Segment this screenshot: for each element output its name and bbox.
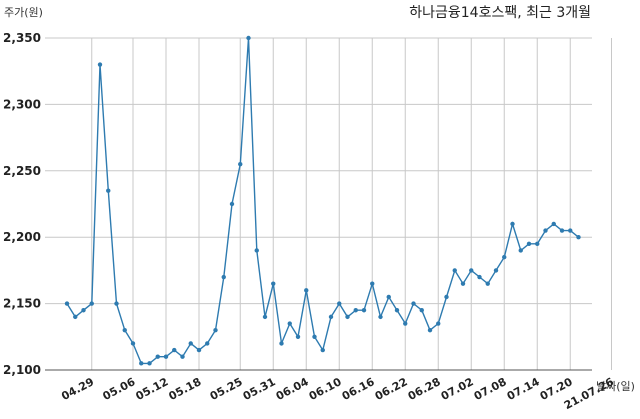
data-point <box>271 281 276 286</box>
data-point <box>419 308 424 313</box>
y-tick-label: 2,200 <box>3 230 41 244</box>
data-point <box>97 62 103 67</box>
data-point <box>196 347 202 353</box>
data-point <box>312 334 317 339</box>
y-tick-label: 2,250 <box>3 164 41 178</box>
data-point <box>378 314 383 320</box>
data-point <box>139 361 144 366</box>
x-tick-label: 06.22 <box>373 375 410 403</box>
data-point <box>460 281 466 286</box>
y-tick-label: 2,300 <box>3 97 41 111</box>
chart-title: 하나금융14호스팩, 최근 3개월 <box>409 5 591 21</box>
data-point <box>353 308 358 313</box>
data-point <box>295 334 301 339</box>
data-point <box>238 161 243 167</box>
data-point <box>436 321 441 326</box>
data-point <box>114 301 119 306</box>
data-point <box>477 274 482 280</box>
data-point <box>163 354 169 359</box>
data-point <box>518 248 523 253</box>
data-point <box>386 294 391 300</box>
data-point <box>361 308 367 313</box>
data-point <box>337 301 342 306</box>
x-tick-label: 05.25 <box>208 375 245 403</box>
data-point <box>229 201 235 207</box>
x-tick-label: 05.06 <box>101 375 138 403</box>
data-point <box>485 281 490 286</box>
data-point <box>254 248 259 253</box>
x-tick-label: 07.14 <box>505 375 542 403</box>
x-tick-label: 06.04 <box>274 375 311 403</box>
data-point <box>535 241 540 247</box>
data-point <box>64 301 70 306</box>
data-point <box>130 341 136 346</box>
data-point <box>551 221 556 227</box>
data-point <box>262 314 268 320</box>
data-point <box>411 301 416 306</box>
data-point <box>510 221 515 227</box>
y-axis-label: 주가(원) <box>4 6 43 19</box>
data-point <box>147 361 152 366</box>
data-point <box>221 274 226 280</box>
grid-layer <box>45 37 612 371</box>
data-point <box>155 354 160 359</box>
x-tick-label: 05.12 <box>134 375 171 403</box>
data-point <box>89 301 94 306</box>
y-tick-label: 2,150 <box>3 297 41 311</box>
data-point <box>502 254 507 260</box>
data-point <box>279 341 284 346</box>
data-point <box>568 228 573 233</box>
data-point <box>559 228 565 233</box>
data-point <box>122 327 127 333</box>
data-point <box>576 235 581 240</box>
data-point <box>188 341 193 346</box>
data-point <box>205 341 210 346</box>
data-point <box>320 347 325 353</box>
y-tick-label: 2,350 <box>3 31 41 45</box>
series-line <box>66 37 579 365</box>
data-point <box>403 321 408 326</box>
data-point <box>81 308 86 313</box>
data-point <box>304 288 309 293</box>
x-tick-label: 07.02 <box>439 375 476 403</box>
data-point <box>543 228 548 233</box>
data-point <box>469 268 474 273</box>
data-point <box>370 281 375 286</box>
y-tick-label: 2,100 <box>3 363 41 377</box>
data-point <box>427 327 433 333</box>
x-tick-label: 06.16 <box>340 375 377 403</box>
data-point <box>328 314 334 320</box>
x-axis-label: 날짜(일) <box>596 379 635 393</box>
x-tick-label: 04.29 <box>59 375 96 403</box>
data-point <box>444 294 449 300</box>
x-tick-label: 06.28 <box>406 375 443 403</box>
data-point <box>526 241 532 247</box>
data-point <box>73 314 78 320</box>
data-point <box>180 354 185 359</box>
data-point <box>452 268 457 273</box>
data-point <box>287 321 292 326</box>
data-point <box>394 308 400 313</box>
x-tick-label: 05.31 <box>241 375 278 403</box>
x-tick-label: 05.18 <box>167 375 204 403</box>
data-point <box>246 35 251 41</box>
data-point <box>493 268 499 273</box>
x-tick-label: 06.10 <box>307 375 344 403</box>
data-point <box>213 327 218 333</box>
series-layer <box>64 35 581 366</box>
data-point <box>172 347 177 353</box>
x-tick-label: 07.08 <box>472 375 509 403</box>
data-point <box>106 188 111 193</box>
data-point <box>345 314 350 320</box>
